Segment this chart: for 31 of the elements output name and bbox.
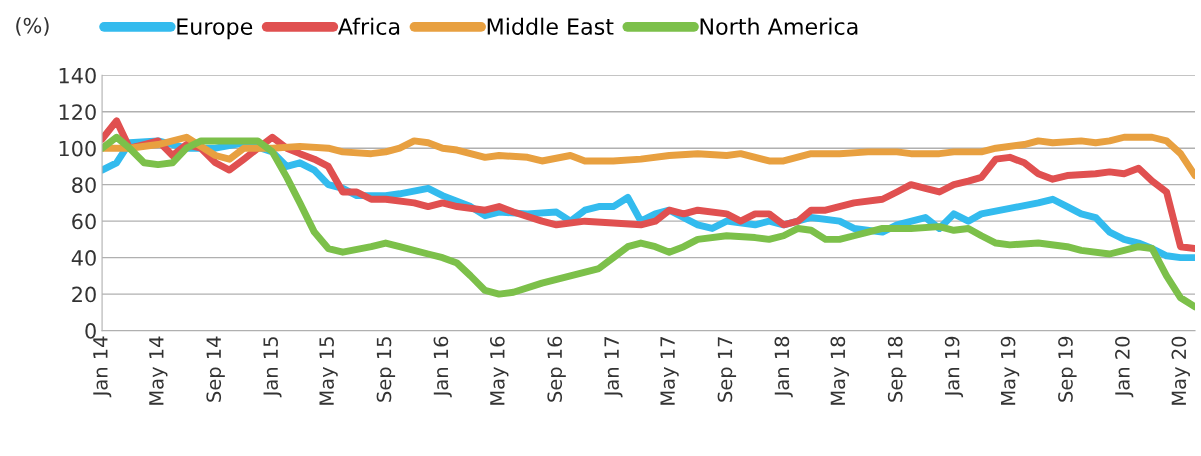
y-tick-label: 60: [72, 213, 96, 230]
y-axis-title: (%): [16, 17, 49, 36]
x-tick-label: Jan 19: [944, 336, 964, 398]
x-tick-label: Sep 19: [1058, 336, 1077, 402]
x-tick-label: May 17: [660, 337, 679, 405]
x-tick-label: Sep 15: [376, 337, 396, 402]
y-tick-label: 80: [72, 177, 96, 193]
x-tick-label: Jan 18: [774, 336, 793, 398]
x-tick-label: Jan 16: [433, 336, 452, 398]
x-tick-label: May 18: [830, 336, 849, 405]
x-tick-label: Sep 18: [887, 336, 907, 402]
x-tick-label: May 14: [149, 336, 168, 405]
y-tick-label: 100: [59, 140, 96, 157]
legend-label: Middle East: [487, 17, 614, 35]
y-tick-label: 140: [59, 67, 96, 84]
y-tick-label: 120: [59, 104, 96, 120]
y-tick-label: 20: [72, 286, 96, 303]
x-tick-label: Jan 15: [263, 337, 282, 398]
y-tick-label: 40: [71, 250, 96, 266]
x-tick-label: May 19: [1000, 336, 1020, 405]
x-tick-label: Sep 14: [206, 336, 225, 402]
x-tick-label: Jan 20: [1115, 336, 1134, 398]
legend-label: Europe: [177, 18, 253, 40]
x-tick-label: Jan 17: [604, 337, 623, 398]
legend-label: Africa: [337, 17, 400, 35]
x-tick-label: Sep 17: [717, 337, 737, 402]
x-tick-label: May 16: [489, 336, 509, 405]
legend-label: North America: [700, 17, 858, 35]
x-tick-label: Sep 16: [547, 336, 566, 402]
x-tick-label: May 15: [319, 337, 338, 405]
x-tick-label: May 20: [1171, 336, 1190, 405]
